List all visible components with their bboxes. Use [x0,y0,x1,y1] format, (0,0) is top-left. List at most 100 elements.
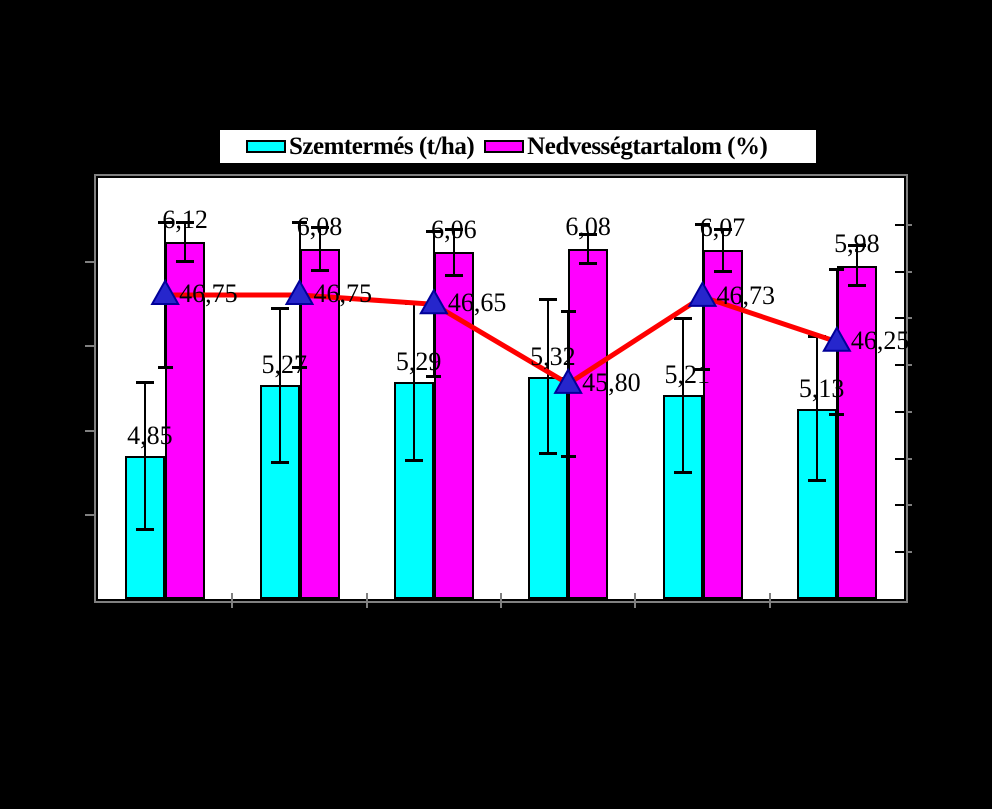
error-bar-nedvessegtartalom-3 [452,228,455,276]
error-bar-nedvessegtartalom-3-cap-bottom [444,273,463,277]
error-bar-line-1-cap-top [157,220,173,224]
triangle-marker-icon [419,288,449,315]
left-axis-tick [85,513,96,516]
legend-swatch-szemtermes [246,140,286,153]
moisture-line-svg [150,278,852,394]
error-bar-line-4-cap-top [560,309,576,313]
error-bar-szemtermes-2 [278,307,281,463]
data-label-nedvessegtartalom-5: 6,07 [699,213,746,243]
error-bar-nedvessegtartalom-1-cap-top [176,220,195,224]
error-bar-nedvessegtartalom-2-cap-top [310,225,329,229]
error-bar-line-3-cap-bottom [426,375,442,379]
error-bar-line-2-cap-top [292,220,307,224]
right-axis-tick [895,364,904,367]
data-label-line-6: 46,25 [850,325,910,355]
error-bar-nedvessegtartalom-4-cap-bottom [579,261,598,265]
error-bar-szemtermes-3-cap-bottom [404,458,423,462]
right-axis-tick [895,551,904,554]
error-bar-szemtermes-5-cap-bottom [673,470,692,474]
right-axis-tick-outer [906,504,912,507]
error-bar-nedvessegtartalom-4-cap-top [579,232,598,236]
error-bar-nedvessegtartalom-5 [721,228,724,273]
data-label-nedvessegtartalom-3: 6,06 [431,215,477,245]
plot-inner: 4,85 5,27 5,29 5,32 5,21 5,13 6,12 6,08 6,06 6,08… [85,178,912,608]
error-bar-nedvessegtartalom-6-cap-bottom [847,283,866,287]
error-bar-szemtermes-6-cap-bottom [807,479,826,483]
error-bar-nedvessegtartalom-2-cap-bottom [310,268,329,272]
data-label-szemtermes-3: 5,29 [395,346,442,376]
right-axis-tick [895,317,904,320]
error-bar-nedvessegtartalom-5-cap-top [713,227,732,231]
legend-item-nedvessegtartalom: Nedvességtartalom (%) [484,133,768,161]
bar-nedvessegtartalom-6 [836,265,877,599]
right-axis-tick-outer [906,551,912,554]
left-axis-tick [85,261,96,264]
error-bar-szemtermes-2-cap-bottom [270,460,289,464]
right-axis-tick-outer [906,410,912,413]
legend: Szemtermés (t/ha) Nedvességtartalom (%) [218,128,818,165]
x-axis-tick [365,593,368,608]
right-axis-tick [895,223,904,226]
right-axis-tick [895,410,904,413]
error-bar-szemtermes-4 [547,299,550,455]
error-bar-line-2-cap-bottom [292,365,307,369]
right-axis-tick [895,270,904,273]
bar-szemtermes-4 [528,376,569,599]
error-bar-szemtermes-3 [412,302,415,461]
right-axis-tick [895,457,904,460]
data-label-szemtermes-1: 4,85 [127,420,173,450]
error-bar-line-4-cap-bottom [560,454,576,458]
data-label-nedvessegtartalom-6: 5,98 [834,228,880,258]
error-bar-szemtermes-2-cap-top [270,306,289,310]
right-axis-tick-outer [906,270,912,273]
error-bar-nedvessegtartalom-5-cap-bottom [713,270,732,274]
error-bar-szemtermes-4-cap-top [539,298,558,302]
right-axis-tick-outer [906,223,912,226]
data-label-nedvessegtartalom-4: 6,08 [565,211,611,241]
triangle-marker-icon [822,325,852,352]
data-label-szemtermes-5: 5,21 [664,360,711,390]
error-bar-szemtermes-5-cap-top [673,316,692,320]
error-bar-line-3-cap-top [426,230,442,234]
right-axis-tick-outer [906,457,912,460]
error-bar-nedvessegtartalom-6 [855,245,858,286]
right-axis-tick-outer [906,364,912,367]
error-bar-line-6-cap-top [829,267,845,271]
error-bar-line-5-cap-bottom [695,367,710,371]
data-label-line-4: 45,80 [582,367,641,397]
x-axis-tick [768,593,771,608]
right-axis-tick-outer [906,317,912,320]
error-bar-nedvessegtartalom-4 [587,233,590,264]
error-bar-line-1-cap-bottom [157,365,173,369]
moisture-line-path [165,292,838,387]
x-axis-tick [231,593,234,608]
data-label-line-1: 46,75 [179,278,238,308]
error-bar-line-5-cap-top [695,222,710,226]
bar-szemtermes-3 [393,381,434,599]
data-label-nedvessegtartalom-2: 6,08 [296,211,343,241]
bar-nedvessegtartalom-4 [568,248,609,599]
error-bar-nedvessegtartalom-1-cap-bottom [176,260,195,264]
error-bar-nedvessegtartalom-1 [184,221,187,263]
triangle-marker-icon [150,278,180,305]
right-axis-tick [895,504,904,507]
data-label-szemtermes-2: 5,27 [261,350,308,380]
error-bar-szemtermes-1 [144,381,147,530]
legend-swatch-nedvessegtartalom [484,140,525,153]
legend-label-szemtermes: Szemtermés (t/ha) [289,132,475,160]
triangle-marker-icon [687,280,718,307]
error-bar-line-6-cap-bottom [829,412,845,416]
left-axis-tick [85,429,96,432]
data-label-line-3: 46,65 [447,288,507,318]
error-bar-nedvessegtartalom-2 [318,226,321,271]
error-bar-szemtermes-5 [681,317,684,473]
error-bar-nedvessegtartalom-6-cap-top [847,244,866,248]
plot-area: 4,85 5,27 5,29 5,32 5,21 5,13 6,12 6,08 6,06 6,08… [85,174,912,608]
x-axis-tick [500,593,502,608]
x-axis-tick [634,593,637,608]
error-bar-szemtermes-4-cap-bottom [539,452,558,456]
legend-item-szemtermes: Szemtermés (t/ha) [246,132,475,161]
error-bar-szemtermes-1-cap-bottom [136,527,155,531]
triangle-marker-icon [553,367,583,394]
